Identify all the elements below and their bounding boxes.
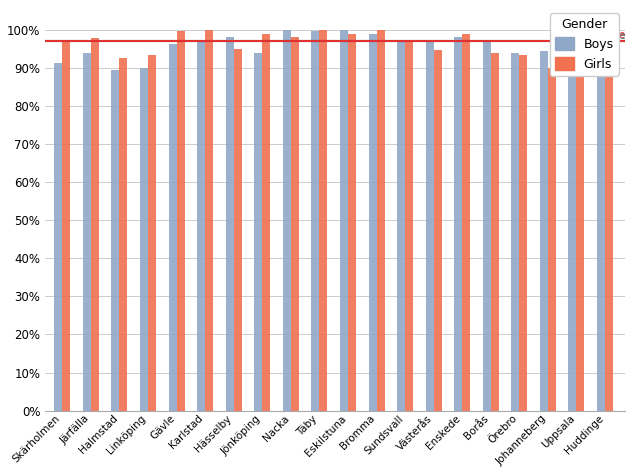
Bar [426,42,434,410]
Bar [483,41,491,410]
Bar [520,55,527,410]
Text: Boys Average: Boys Average [559,31,625,41]
Bar [119,58,128,410]
Bar [176,31,185,410]
Bar [169,44,176,410]
Bar [54,63,63,410]
Bar [283,30,291,410]
Bar [405,41,413,410]
Bar [312,31,319,410]
Bar [462,34,470,410]
Bar [63,42,70,410]
Bar [454,37,462,410]
Bar [111,70,119,410]
Bar [368,34,377,410]
Bar [254,53,262,410]
Bar [597,41,605,410]
Bar [262,34,270,410]
Bar [348,34,356,410]
Bar [83,53,91,410]
Bar [434,50,442,410]
Bar [377,30,384,410]
Bar [491,53,499,410]
Legend: Boys, Girls: Boys, Girls [550,13,619,76]
Bar [234,49,241,410]
Text: Girls Average: Girls Average [560,30,625,40]
Bar [605,71,613,410]
Bar [576,34,585,410]
Bar [148,55,156,410]
Bar [397,41,405,410]
Bar [226,37,234,410]
Bar [511,53,520,410]
Bar [548,68,556,410]
Bar [340,30,348,410]
Bar [205,30,213,410]
Bar [91,38,99,410]
Bar [291,37,299,410]
Bar [569,30,576,410]
Bar [319,30,327,410]
Bar [540,51,548,410]
Bar [140,68,148,410]
Bar [197,41,205,410]
